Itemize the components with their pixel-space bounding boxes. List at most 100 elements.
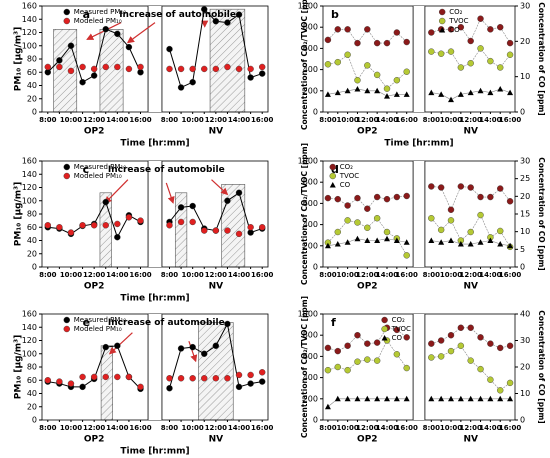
x-tick-label: 14:00: [228, 424, 250, 432]
data-point: [393, 351, 401, 358]
data-point: [189, 65, 196, 73]
data-point: [177, 375, 185, 382]
legend-label: Measured PM₁₀: [74, 8, 126, 16]
data-point: [235, 383, 243, 391]
data-point: [334, 241, 341, 247]
y2-tick-label: 20: [520, 37, 530, 46]
panel-label: d: [331, 163, 339, 176]
data-point: [364, 340, 371, 347]
data-point: [364, 395, 371, 402]
legend-label: Modeled PM₁₀: [74, 172, 122, 180]
y-tick-label: 120: [22, 336, 37, 345]
data-point: [457, 342, 465, 349]
x-tick-label: 8:00: [319, 116, 337, 124]
data-point: [428, 340, 435, 347]
y2-axis-title: Concentration of CO [ppm]: [537, 310, 546, 423]
group-label: NV: [209, 127, 224, 137]
y2-tick-label: 0: [520, 416, 525, 425]
legend-swatch: [439, 17, 446, 25]
legend-swatch: [63, 325, 70, 333]
x-tick-label: 8:00: [39, 424, 57, 432]
legend-swatch: [329, 182, 336, 188]
y2-tick-label: 25: [520, 174, 530, 183]
data-point: [384, 235, 390, 242]
data-point: [403, 68, 410, 75]
x-tick-label: 10:00: [336, 271, 358, 279]
data-point: [90, 373, 98, 381]
y-tick-label: 100: [22, 349, 37, 358]
data-point: [90, 222, 98, 229]
data-point: [166, 45, 173, 53]
data-point: [114, 373, 121, 381]
data-point: [497, 64, 504, 71]
y2-tick-label: 30: [520, 157, 530, 166]
data-point: [487, 57, 494, 65]
data-point: [373, 339, 381, 346]
data-point: [354, 219, 361, 226]
data-point: [137, 69, 144, 76]
data-point: [438, 395, 445, 402]
legend-label: CO: [340, 181, 351, 189]
legend-label: TVOC: [391, 325, 411, 333]
data-point: [235, 11, 243, 18]
data-point: [393, 326, 401, 334]
data-point: [177, 204, 185, 211]
data-point: [403, 91, 410, 97]
data-point: [393, 193, 401, 201]
data-point: [506, 342, 514, 349]
data-point: [497, 241, 504, 247]
data-point: [102, 343, 109, 351]
data-point: [189, 343, 196, 351]
data-point: [506, 51, 514, 58]
data-point: [324, 194, 332, 202]
legend-swatch: [63, 172, 70, 180]
data-point: [437, 226, 445, 234]
legend-swatch: [63, 316, 70, 324]
x-tick-label: 16:00: [129, 271, 151, 279]
data-point: [487, 237, 494, 243]
data-point: [364, 87, 371, 94]
legend-label: Measured PM₁₀: [74, 316, 126, 324]
y-tick-label: 200: [303, 241, 318, 250]
y2-tick-label: 10: [520, 72, 530, 81]
x-tick-label: 10:00: [182, 271, 204, 279]
y-tick-label: 200: [303, 394, 318, 403]
data-point: [224, 320, 231, 328]
data-point: [403, 38, 410, 46]
data-point: [201, 375, 208, 382]
y-tick-label: 20: [27, 402, 37, 411]
data-point: [438, 239, 445, 245]
data-point: [487, 26, 494, 33]
data-point: [189, 218, 196, 226]
data-point: [79, 373, 86, 381]
y-tick-label: 100: [22, 41, 37, 50]
x-tick-label: 16:00: [129, 116, 151, 124]
data-point: [44, 377, 51, 384]
data-point: [259, 378, 266, 385]
legend-label: CO: [449, 26, 460, 34]
data-point: [403, 364, 410, 372]
data-point: [247, 65, 254, 73]
y-tick-label: 140: [22, 15, 37, 24]
group-label: OP2: [84, 127, 105, 137]
group-label: OP2: [357, 282, 378, 292]
data-point: [102, 25, 109, 33]
data-point: [457, 395, 464, 402]
panel-label: b: [331, 8, 339, 21]
data-point: [334, 347, 341, 355]
data-point: [166, 65, 173, 73]
data-point: [334, 58, 341, 66]
x-tick-label: 10:00: [440, 424, 462, 432]
data-point: [166, 222, 173, 229]
data-point: [125, 373, 133, 381]
data-point: [428, 29, 435, 36]
data-point: [114, 342, 121, 349]
y-tick-label: 40: [27, 389, 37, 398]
x-tick-label: 16:00: [251, 271, 273, 279]
data-point: [393, 395, 400, 402]
data-point: [457, 64, 465, 71]
data-point: [447, 48, 455, 55]
y-tick-label: 60: [27, 376, 37, 385]
data-point: [102, 222, 109, 229]
